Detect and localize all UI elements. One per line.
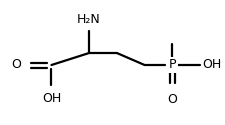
Text: H₂N: H₂N: [77, 13, 101, 26]
Text: O: O: [11, 58, 21, 71]
Text: OH: OH: [42, 92, 61, 105]
Text: O: O: [167, 93, 176, 106]
Text: OH: OH: [201, 58, 220, 71]
Text: P: P: [168, 58, 175, 71]
